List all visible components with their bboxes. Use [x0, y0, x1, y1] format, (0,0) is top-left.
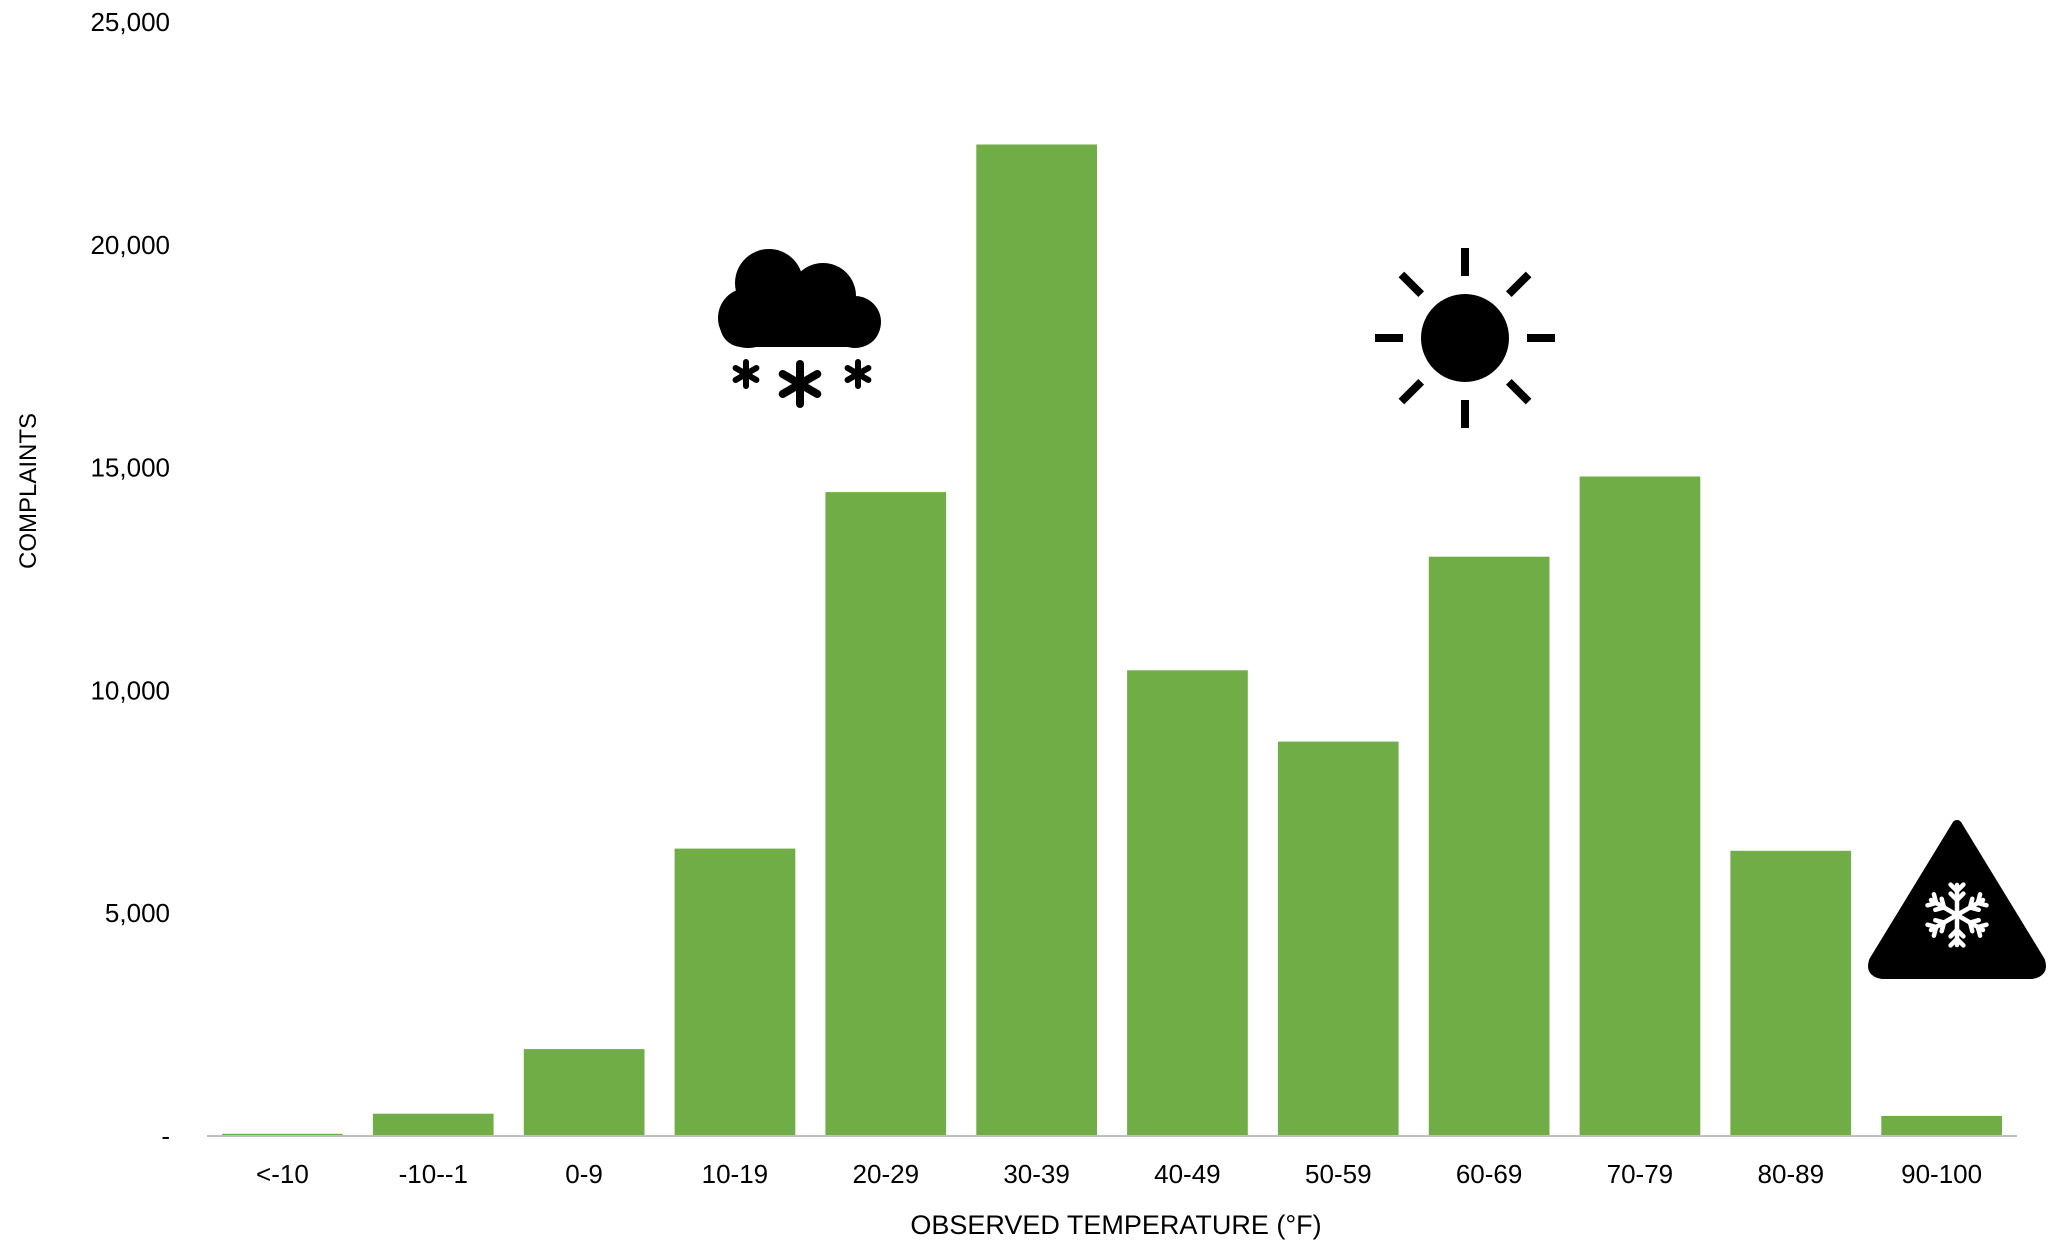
x-tick-label: 40-49 — [1154, 1159, 1221, 1189]
x-tick-label: 50-59 — [1305, 1159, 1372, 1189]
x-axis-label: OBSERVED TEMPERATURE (°F) — [910, 1210, 1321, 1240]
x-tick-label: 20-29 — [853, 1159, 920, 1189]
bar-6 — [1127, 670, 1248, 1136]
bar-0 — [222, 1133, 343, 1136]
bar-1 — [372, 1113, 494, 1136]
x-tick-label: -10--1 — [399, 1159, 468, 1189]
x-tick-label: 70-79 — [1607, 1159, 1674, 1189]
x-tick-label: 0-9 — [565, 1159, 603, 1189]
y-tick-label: 20,000 — [90, 230, 170, 260]
bar-5 — [976, 144, 1097, 1136]
bar-3 — [674, 848, 796, 1136]
bars-group — [222, 144, 2002, 1137]
bar-10 — [1730, 850, 1852, 1136]
y-tick-label: 25,000 — [90, 7, 170, 37]
snow-cloud-icon — [718, 249, 881, 408]
x-tick-label: 10-19 — [702, 1159, 769, 1189]
x-tick-labels: <-10 -10--1 0-9 10-19 20-29 30-39 40-49 50-59 60… — [256, 1159, 1982, 1189]
bar-7 — [1277, 741, 1399, 1136]
bar-4 — [825, 492, 947, 1137]
x-tick-label: 90-100 — [1901, 1159, 1982, 1189]
y-tick-label: - — [161, 1121, 170, 1151]
y-tick-label: 10,000 — [90, 675, 170, 705]
x-tick-label: 60-69 — [1456, 1159, 1523, 1189]
x-tick-label: 30-39 — [1003, 1159, 1070, 1189]
y-tick-labels: - 5,000 10,000 15,000 20,000 25,000 — [90, 7, 170, 1151]
y-axis-label: COMPLAINTS — [15, 413, 42, 569]
bar-9 — [1579, 476, 1701, 1136]
bar-8 — [1428, 556, 1550, 1136]
freeze-warning-icon — [1868, 820, 2046, 979]
bar-11 — [1881, 1115, 2002, 1136]
sun-icon — [1375, 248, 1555, 428]
bar-2 — [523, 1049, 645, 1136]
x-tick-label: 80-89 — [1758, 1159, 1825, 1189]
y-tick-label: 5,000 — [105, 898, 170, 928]
x-tick-label: <-10 — [256, 1159, 309, 1189]
y-tick-label: 15,000 — [90, 453, 170, 483]
